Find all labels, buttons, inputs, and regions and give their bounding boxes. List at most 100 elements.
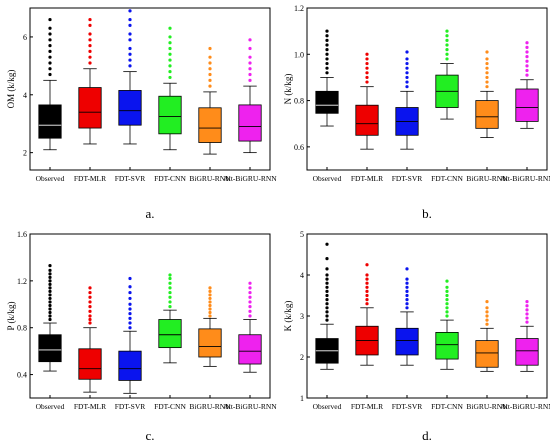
outlier-point: [325, 242, 329, 246]
category-label: FDT-CNN: [431, 402, 463, 411]
box-att-bigru-rnn: [238, 334, 262, 365]
y-tick-label: 1.6: [17, 230, 27, 239]
category-label: BiGRU-RNN: [189, 174, 231, 183]
outlier-point: [405, 75, 409, 80]
box-fdt-cnn: [435, 331, 459, 360]
outlier-point: [168, 41, 172, 45]
outlier-point: [168, 26, 172, 30]
y-tick-label: 0.8: [294, 97, 304, 106]
category-label: FDT-SVR: [115, 174, 146, 183]
outlier-point: [128, 285, 132, 289]
outlier-point: [445, 38, 449, 43]
outlier-point: [208, 296, 212, 301]
category-label: FDT-SVR: [392, 174, 423, 183]
category-label: Observed: [313, 402, 342, 411]
outlier-point: [208, 293, 212, 297]
outlier-point: [325, 71, 329, 75]
category-label: FDT-SVR: [392, 402, 423, 411]
y-tick-label: 1.2: [294, 4, 304, 13]
box-bigru-rnn: [198, 328, 222, 358]
outlier-point: [248, 290, 252, 295]
box-fdt-svr: [118, 90, 142, 126]
outlier-point: [445, 289, 449, 293]
category-label: Att-BiGRU-RNN: [500, 402, 550, 411]
outlier-point: [128, 290, 132, 295]
outlier-point: [48, 49, 52, 53]
outlier-point: [48, 17, 52, 22]
outlier-point: [48, 303, 52, 308]
outlier-point: [445, 43, 449, 47]
outlier-point: [405, 57, 409, 61]
outlier-point: [445, 34, 449, 38]
outlier-point: [88, 317, 92, 322]
category-label: FDT-MLR: [74, 402, 106, 411]
outlier-point: [445, 306, 449, 310]
outlier-point: [405, 285, 409, 289]
outlier-point: [325, 48, 329, 52]
outlier-point: [48, 38, 52, 42]
outlier-point: [485, 306, 489, 310]
outlier-point: [168, 300, 172, 304]
outlier-point: [325, 66, 329, 70]
outlier-point: [48, 307, 52, 311]
outlier-point: [365, 75, 369, 80]
outlier-point: [88, 290, 92, 295]
outlier-point: [48, 264, 52, 268]
panel-label: d.: [422, 428, 432, 443]
outlier-point: [405, 277, 409, 281]
outlier-point: [485, 71, 489, 75]
outlier-point: [48, 55, 52, 59]
box-att-bigru-rnn: [238, 104, 262, 142]
outlier-point: [525, 304, 529, 308]
outlier-point: [525, 316, 529, 320]
outlier-point: [485, 318, 489, 322]
outlier-point: [248, 72, 252, 77]
y-tick-label: 0.8: [17, 324, 27, 333]
y-axis-label: K (k/kg): [283, 301, 293, 332]
outlier-point: [365, 285, 369, 289]
y-tick-label: 0.4: [17, 371, 27, 380]
outlier-point: [128, 316, 132, 320]
y-tick-label: 2: [23, 149, 27, 158]
outlier-point: [445, 314, 449, 318]
outlier-point: [48, 279, 52, 283]
box-bigru-rnn: [475, 100, 499, 129]
outlier-point: [365, 277, 369, 281]
outlier-point: [485, 80, 489, 84]
y-tick-label: 4: [300, 271, 304, 280]
outlier-point: [48, 310, 52, 315]
y-tick-label: 4: [23, 91, 27, 100]
box-fdt-cnn: [158, 95, 182, 135]
panel-c: 0.4 0.8 1.2 1.6 P (k/kg) Observed FDT-MLR FDT-S…: [6, 230, 277, 443]
outlier-point: [48, 272, 52, 276]
outlier-point: [208, 303, 212, 308]
category-label: BiGRU-RNN: [466, 402, 508, 411]
outlier-point: [208, 307, 212, 311]
outlier-point: [248, 309, 252, 313]
outlier-point: [325, 281, 329, 285]
y-axis-label: N (k/kg): [283, 74, 293, 105]
category-label: FDT-SVR: [115, 402, 146, 411]
outlier-point: [325, 306, 329, 310]
category-label: Att-BiGRU-RNN: [500, 174, 550, 183]
panel-label: a.: [145, 206, 154, 221]
outlier-point: [128, 312, 132, 316]
outlier-point: [168, 64, 172, 68]
outlier-point: [325, 289, 329, 293]
outlier-point: [88, 61, 92, 65]
category-label: Observed: [36, 402, 65, 411]
outlier-point: [485, 75, 489, 80]
outlier-point: [248, 46, 252, 51]
outlier-point: [128, 326, 132, 330]
outlier-point: [485, 61, 489, 66]
box-bigru-rnn: [198, 107, 222, 143]
outlier-point: [88, 305, 92, 309]
category-label: FDT-CNN: [154, 174, 186, 183]
outlier-point: [405, 80, 409, 84]
outlier-point: [365, 71, 369, 75]
outlier-point: [168, 70, 172, 74]
outlier-point: [248, 300, 252, 304]
outlier-point: [365, 298, 369, 302]
category-label: Observed: [36, 174, 65, 183]
box-fdt-mlr: [78, 87, 102, 129]
